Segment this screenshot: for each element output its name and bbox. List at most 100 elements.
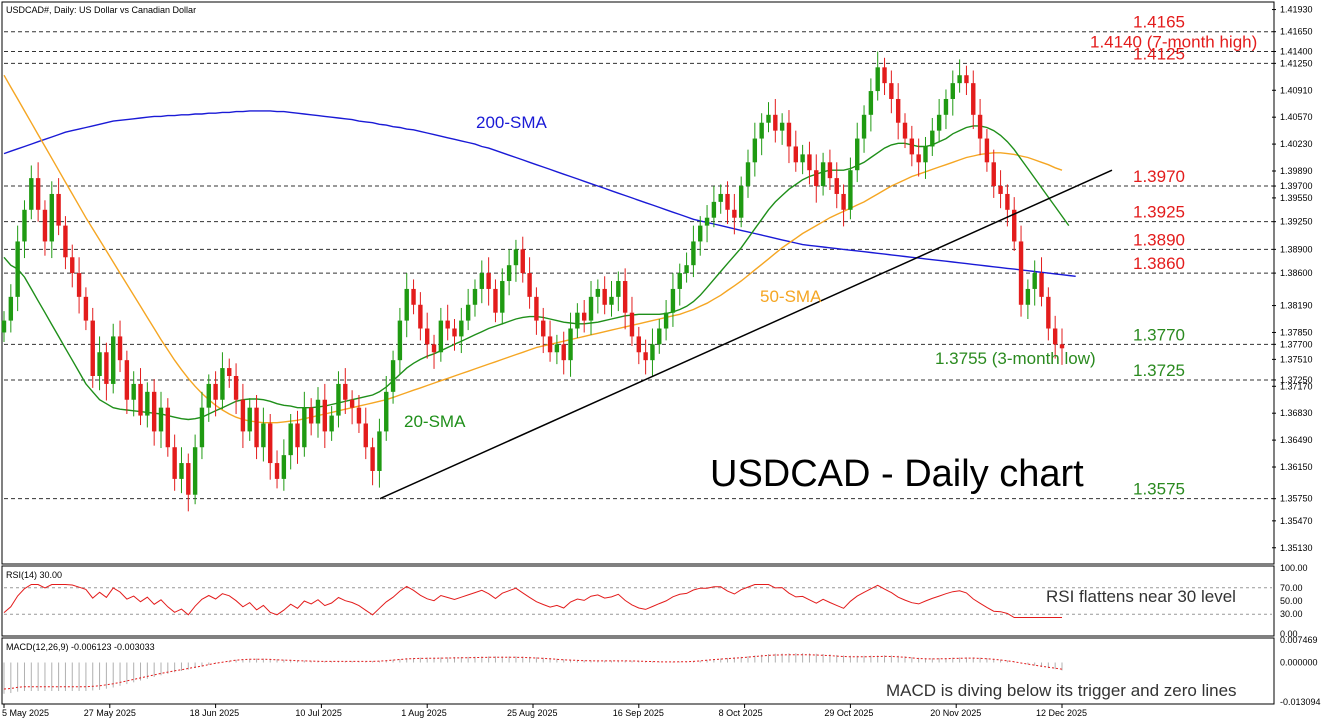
rsi-note: RSI flattens near 30 level <box>1046 587 1236 606</box>
rsi-tick-label: 50.00 <box>1280 596 1303 606</box>
price-tick-label: 1.41400 <box>1280 46 1313 56</box>
candle-body <box>186 463 191 495</box>
candle-body <box>691 241 696 266</box>
candle-body <box>827 162 833 179</box>
candle-body <box>1046 296 1051 329</box>
time-tick-label: 16 Sep 2025 <box>613 708 664 718</box>
candle-body <box>800 154 805 163</box>
candle-body <box>616 281 621 297</box>
macd-note: MACD is diving below its trigger and zer… <box>886 681 1237 700</box>
candle-body <box>308 407 314 424</box>
candle-body <box>1052 328 1058 345</box>
candle-body <box>650 344 655 361</box>
price-tick-label: 1.41650 <box>1280 27 1313 37</box>
price-tick-label: 1.36830 <box>1280 408 1313 418</box>
candle-body <box>493 288 498 313</box>
time-axis: 5 May 2025 27 May 2025 18 Jun 2025 10 Jul 2… <box>2 704 1087 718</box>
candle-body <box>855 138 860 171</box>
candle-body <box>670 288 676 313</box>
candle-body <box>500 281 505 313</box>
candle-body <box>411 288 416 305</box>
main-panel-frame <box>1 1 1275 565</box>
time-tick-label: 25 Aug 2025 <box>507 708 558 718</box>
candle-body <box>336 383 341 416</box>
candle-body <box>15 241 20 297</box>
candle-body <box>520 249 525 274</box>
price-tick-label: 1.38900 <box>1280 244 1313 254</box>
price-tick-label: 1.38600 <box>1280 268 1313 278</box>
candle-body <box>479 273 485 289</box>
candle-body <box>90 320 95 376</box>
candle-body <box>390 360 396 392</box>
candle-body <box>452 328 457 337</box>
candle-body <box>281 455 287 479</box>
level-label: 1.4140 (7-month high) <box>1090 32 1257 51</box>
macd-signal-line <box>3 654 1063 690</box>
candle-body <box>895 98 901 123</box>
time-tick-label: 29 Oct 2025 <box>824 708 873 718</box>
candle-body <box>1005 193 1010 210</box>
candle-body <box>111 336 116 384</box>
candle-body <box>657 328 662 345</box>
candle-body <box>472 288 478 305</box>
candle-body <box>179 463 184 479</box>
candle-body <box>83 296 89 321</box>
candle-body <box>138 383 143 416</box>
macd-panel: 0.007469 0.000000 -0.013094 <box>3 635 1321 707</box>
candle-body <box>704 217 710 226</box>
level-label: 1.4165 <box>1133 13 1185 32</box>
candle-body <box>541 320 546 337</box>
candle-body <box>349 399 355 408</box>
price-tick-label: 1.35470 <box>1280 516 1313 526</box>
candle-body <box>779 122 785 131</box>
price-tick-label: 1.35130 <box>1280 543 1313 553</box>
candle-body <box>172 447 177 479</box>
candle-body <box>192 447 198 495</box>
candle-body <box>643 352 648 361</box>
candle-body <box>773 114 778 131</box>
macd-tick-label: -0.013094 <box>1280 697 1321 707</box>
candle-body <box>206 383 211 408</box>
candle-body <box>8 296 14 321</box>
candle-body <box>1039 273 1044 297</box>
candle-body <box>233 376 239 400</box>
candle-body <box>841 193 846 210</box>
candle-body <box>909 138 915 155</box>
candle-body <box>923 146 928 163</box>
level-label: 1.3970 <box>1133 167 1185 186</box>
price-tick-label: 1.39250 <box>1280 217 1313 227</box>
candle-body <box>998 186 1003 194</box>
macd-tick-label: 0.007469 <box>1280 635 1318 645</box>
candle-body <box>930 130 935 147</box>
candle-body <box>943 98 949 115</box>
candle-body <box>506 265 512 282</box>
candle-body <box>227 368 232 376</box>
time-tick-label: 5 May 2025 <box>2 708 49 718</box>
candle-body <box>220 368 225 400</box>
candle-body <box>677 273 682 289</box>
candle-body <box>834 178 839 194</box>
level-label: 1.3925 <box>1133 203 1185 222</box>
candle-body <box>104 352 109 384</box>
rsi-tick-label: 0.00 <box>1280 629 1298 639</box>
candle-body <box>595 288 601 297</box>
candle-body <box>766 114 771 123</box>
candle-body <box>131 383 136 400</box>
sma20-label: 20-SMA <box>404 412 466 431</box>
rsi-tick-label: 100.00 <box>1280 563 1308 573</box>
candle-body <box>848 170 853 210</box>
price-tick-label: 1.37170 <box>1280 381 1313 391</box>
candle-body <box>97 352 102 376</box>
candle-body <box>459 320 464 337</box>
candle-body <box>889 83 894 99</box>
candle-body <box>759 122 764 139</box>
candle-body <box>274 463 280 479</box>
price-tick-label: 1.37510 <box>1280 354 1313 364</box>
candle-body <box>117 336 123 361</box>
candle-body <box>445 320 450 329</box>
time-tick-label: 12 Dec 2025 <box>1036 708 1087 718</box>
candle-body <box>663 312 669 329</box>
candle-body <box>240 399 246 432</box>
price-tick-label: 1.41930 <box>1280 5 1313 15</box>
candle-body <box>568 328 573 361</box>
